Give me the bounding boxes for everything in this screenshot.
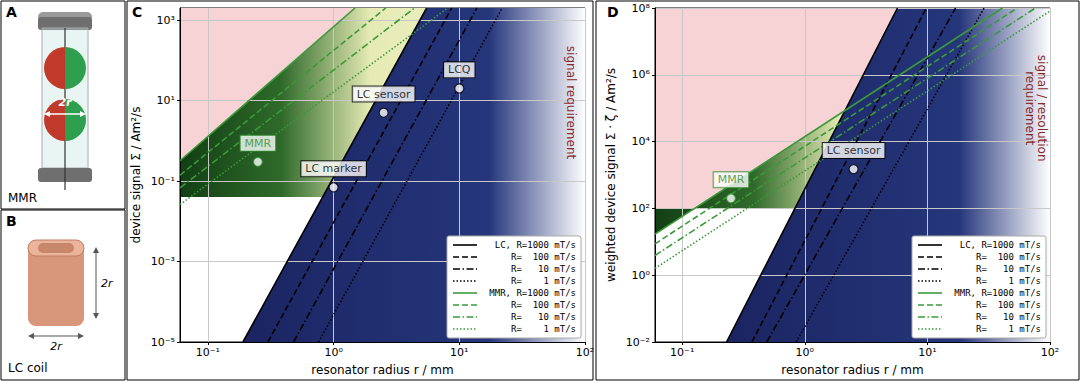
svg-text:R= 100 mT/s: R= 100 mT/s: [976, 300, 1041, 310]
svg-text:resonator radius r / mm: resonator radius r / mm: [311, 363, 453, 377]
svg-text:10⁻⁵: 10⁻⁵: [151, 336, 175, 349]
svg-text:device signal Σ / Am²/s: device signal Σ / Am²/s: [129, 107, 143, 244]
svg-text:R= 1 mT/s: R= 1 mT/s: [976, 276, 1041, 286]
svg-text:A: A: [6, 4, 17, 20]
svg-text:resonator radius r / mm: resonator radius r / mm: [781, 363, 923, 377]
svg-text:2r: 2r: [101, 277, 114, 290]
svg-text:LCQ: LCQ: [448, 63, 471, 76]
svg-text:R= 100 mT/s: R= 100 mT/s: [976, 252, 1041, 262]
svg-text:10⁰: 10⁰: [796, 346, 815, 359]
svg-text:10⁰: 10⁰: [632, 269, 651, 282]
svg-text:R= 1 mT/s: R= 1 mT/s: [976, 324, 1041, 334]
svg-text:LC sensor: LC sensor: [357, 88, 411, 101]
svg-text:D: D: [607, 4, 619, 20]
svg-text:10⁸: 10⁸: [632, 2, 651, 15]
svg-text:10¹: 10¹: [450, 346, 468, 359]
svg-text:LC sensor: LC sensor: [827, 144, 881, 157]
svg-text:MMR, R=1000 mT/s: MMR, R=1000 mT/s: [954, 288, 1041, 298]
svg-text:10⁻¹: 10⁻¹: [670, 346, 694, 359]
svg-text:10²: 10²: [576, 346, 594, 359]
svg-text:LC, R=1000 mT/s: LC, R=1000 mT/s: [495, 240, 576, 250]
svg-text:signal / resolution: signal / resolution: [1035, 54, 1049, 162]
svg-text:2r: 2r: [58, 96, 72, 109]
svg-text:R= 1 mT/s: R= 1 mT/s: [511, 276, 576, 286]
svg-text:R= 100 mT/s: R= 100 mT/s: [511, 252, 576, 262]
svg-text:10⁻³: 10⁻³: [151, 255, 175, 268]
svg-text:C: C: [132, 4, 142, 20]
svg-text:B: B: [6, 213, 17, 229]
svg-text:weighted device signal Σ · ζ /: weighted device signal Σ · ζ / Am²/s: [604, 68, 618, 282]
svg-text:10⁻¹: 10⁻¹: [196, 346, 220, 359]
svg-text:R= 10 mT/s: R= 10 mT/s: [511, 312, 576, 322]
svg-text:10²: 10²: [632, 202, 650, 215]
svg-text:10⁴: 10⁴: [632, 135, 651, 148]
svg-text:R= 100 mT/s: R= 100 mT/s: [511, 300, 576, 310]
svg-text:10¹: 10¹: [157, 94, 175, 107]
svg-text:10⁻¹: 10⁻¹: [151, 175, 175, 188]
svg-text:LC coil: LC coil: [8, 361, 48, 375]
svg-text:10¹: 10¹: [918, 346, 936, 359]
svg-text:10²: 10²: [1041, 346, 1059, 359]
svg-text:10⁰: 10⁰: [324, 346, 343, 359]
svg-text:MMR: MMR: [718, 173, 745, 186]
svg-text:R= 1 mT/s: R= 1 mT/s: [511, 324, 576, 334]
svg-text:R= 10 mT/s: R= 10 mT/s: [511, 264, 576, 274]
svg-text:10⁻²: 10⁻²: [626, 336, 650, 349]
svg-text:LC marker: LC marker: [305, 162, 362, 175]
svg-text:10⁶: 10⁶: [632, 68, 651, 81]
svg-text:MMR: MMR: [8, 191, 37, 205]
svg-text:MMR, R=1000 mT/s: MMR, R=1000 mT/s: [489, 288, 576, 298]
svg-text:signal requirement: signal requirement: [564, 46, 578, 160]
svg-text:MMR: MMR: [245, 137, 272, 150]
svg-text:LC, R=1000 mT/s: LC, R=1000 mT/s: [960, 240, 1041, 250]
svg-text:R= 10 mT/s: R= 10 mT/s: [976, 264, 1041, 274]
svg-text:2r: 2r: [50, 340, 63, 353]
svg-text:10³: 10³: [157, 14, 175, 27]
svg-text:requirement: requirement: [1023, 71, 1037, 145]
svg-text:R= 10 mT/s: R= 10 mT/s: [976, 312, 1041, 322]
